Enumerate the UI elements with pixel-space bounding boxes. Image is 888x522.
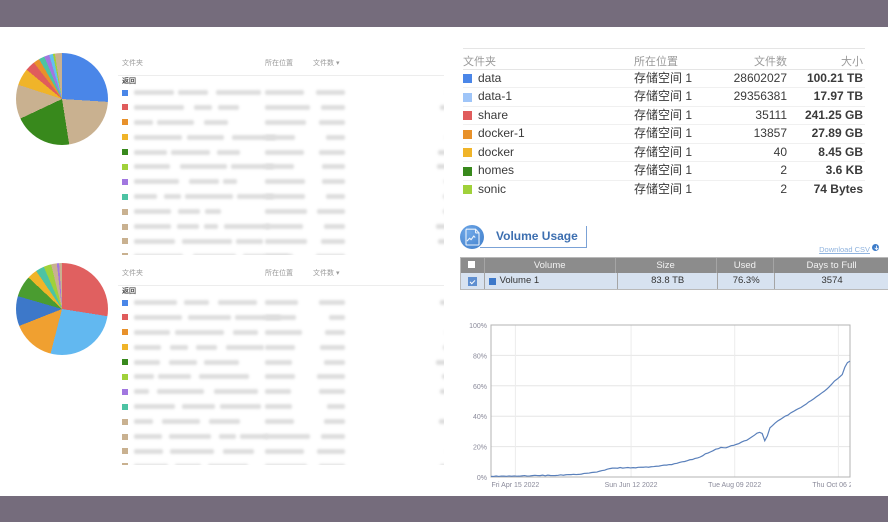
svg-text:100%: 100% [469,323,487,330]
svg-text:Sun Jun 12 2022: Sun Jun 12 2022 [605,482,658,489]
svg-text:Thu Oct 06 2022: Thu Oct 06 2022 [812,482,851,489]
svg-text:Fri Apr 15 2022: Fri Apr 15 2022 [491,482,539,489]
svg-text:60%: 60% [473,384,487,391]
svg-text:0%: 0% [477,475,487,482]
svg-text:Tue Aug 09 2022: Tue Aug 09 2022 [708,482,761,489]
svg-text:80%: 80% [473,353,487,360]
svg-text:40%: 40% [473,414,487,421]
svg-text:20%: 20% [473,445,487,452]
